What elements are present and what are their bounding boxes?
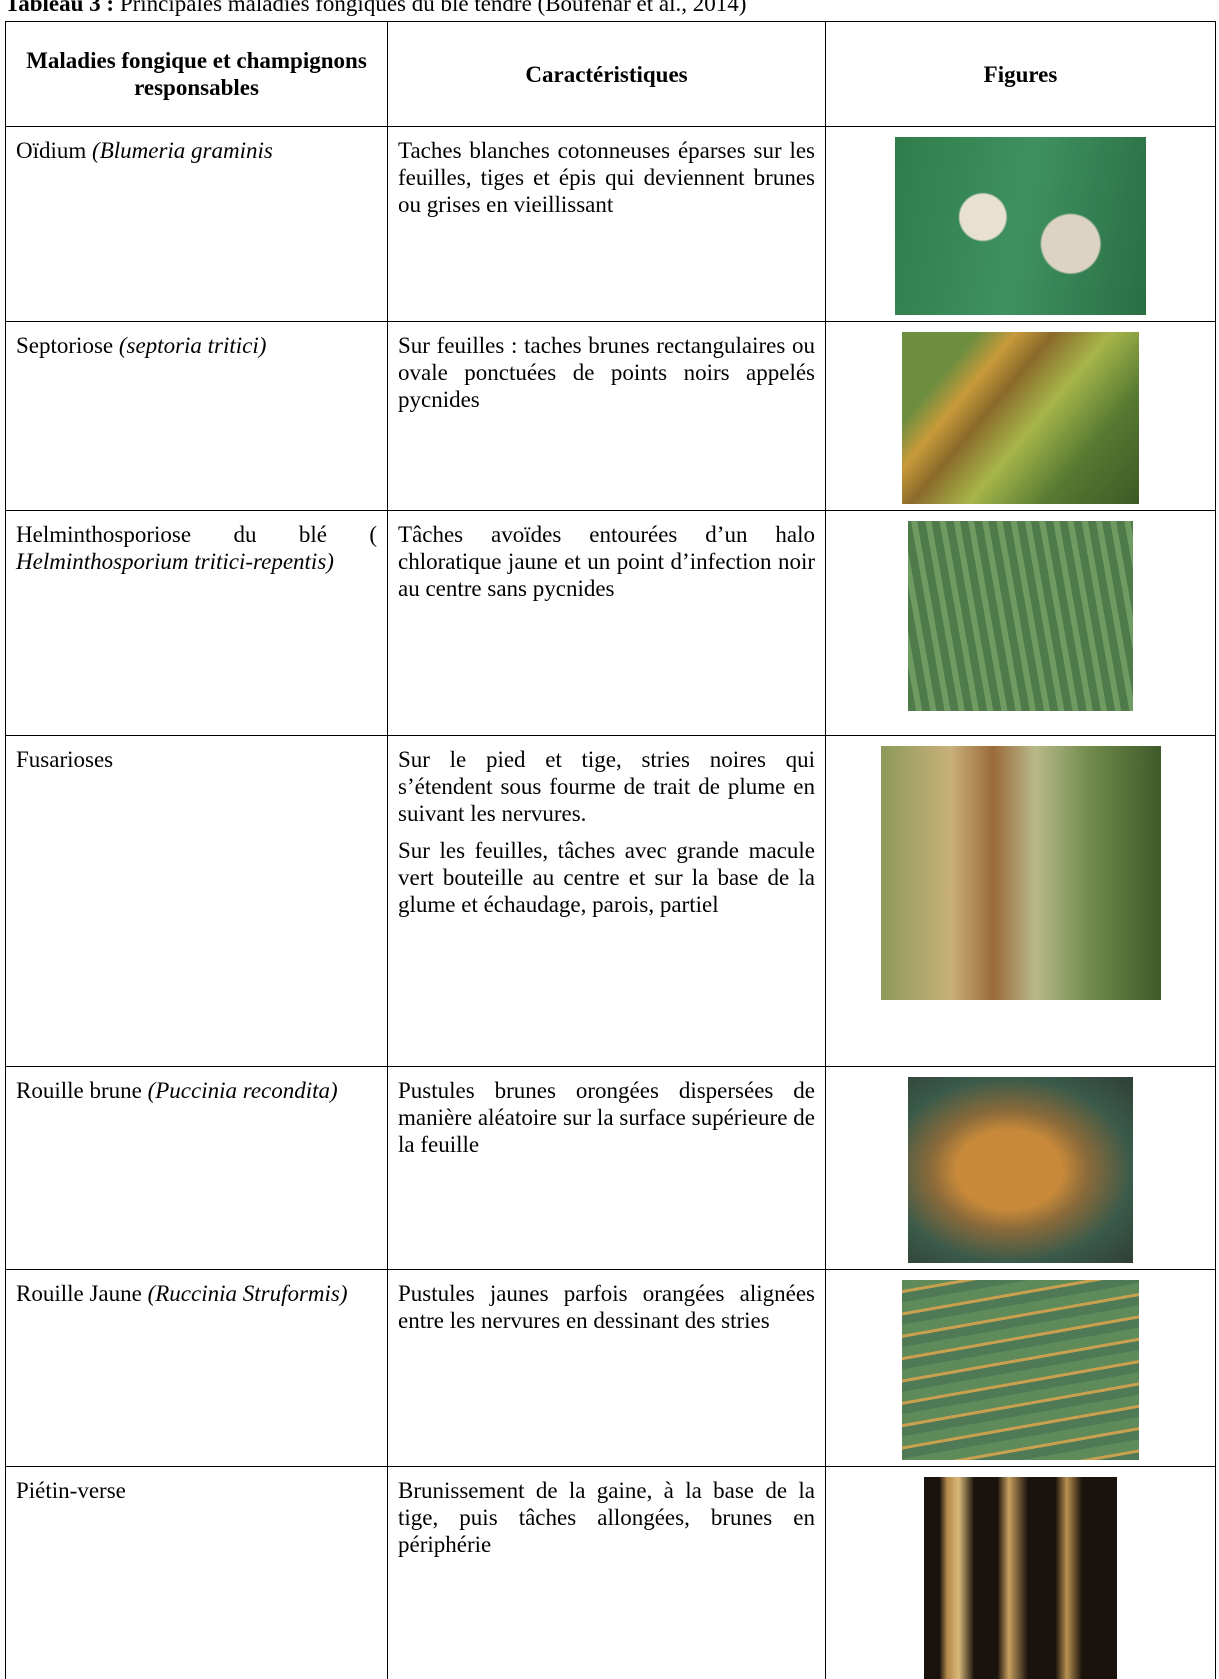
disease-name: Septoriose [16,333,114,358]
table-row: Septoriose (septoria tritici) Sur feuille… [5,321,1216,511]
figure-image [924,1477,1117,1679]
disease-name: Rouille Jaune [16,1281,142,1306]
figure-image [880,746,1161,1000]
trait-text: Sur feuilles : taches brunes rectangulai… [398,333,815,412]
figure-cell [825,735,1216,1067]
table-row: Helminthosporiose du blé ( Helminthospor… [5,510,1216,736]
figure-image [908,1077,1133,1263]
header-row: Maladies fongique et champignons respons… [5,21,1216,127]
pathogen-name: (Ruccinia Struformis) [147,1281,348,1306]
trait-text: Pustules jaunes parfois orangées alignée… [398,1281,815,1333]
disease-cell: Septoriose (septoria tritici) [5,321,388,511]
caption-text: Principales maladies fongiques du blé te… [119,0,747,16]
pathogen-name: Helminthosporium tritici-repentis) [16,549,334,574]
traits-cell: Pustules brunes orongées dispersées de m… [387,1066,826,1270]
figure-cell [825,1066,1216,1270]
trait-text: Sur les feuilles, tâches avec grande mac… [398,838,815,917]
traits-cell: Brunissement de la gaine, à la base de l… [387,1466,826,1679]
disease-table: Maladies fongique et champignons respons… [5,21,1216,1679]
header-cell: Caractéristiques [387,21,826,127]
figure-cell [825,1466,1216,1679]
trait-text: Taches blanches cotonneuses éparses sur … [398,138,815,217]
header-cell: Maladies fongique et champignons respons… [5,21,388,127]
pathogen-name: (Puccinia recondita) [147,1078,338,1103]
traits-cell: Sur feuilles : taches brunes rectangulai… [387,321,826,511]
table-row: Fusarioses Sur le pied et tige, stries no… [5,735,1216,1067]
figure-cell [825,321,1216,511]
pathogen-name: (septoria tritici) [118,333,267,358]
table-row: Oïdium (Blumeria graminis Taches blanches… [5,126,1216,322]
figure-image [902,1280,1139,1460]
trait-text: Tâches avoïdes entourées d’un halo chlor… [398,522,815,601]
disease-name: Helminthosporiose du blé ( [16,522,377,547]
disease-name: Rouille brune [16,1078,142,1103]
trait-text: Brunissement de la gaine, à la base de l… [398,1478,815,1557]
disease-name: Piétin-verse [16,1478,126,1503]
caption-label: Tableau 3 : [5,0,115,16]
figure-image [902,332,1139,504]
traits-cell: Taches blanches cotonneuses éparses sur … [387,126,826,322]
disease-cell: Rouille brune (Puccinia recondita) [5,1066,388,1270]
disease-cell: Helminthosporiose du blé ( Helminthospor… [5,510,388,736]
caption: Tableau 3 : Principales maladies fongiqu… [5,0,746,17]
disease-name: Oïdium [16,138,87,163]
trait-text: Sur le pied et tige, stries noires qui s… [398,747,815,826]
traits-cell: Pustules jaunes parfois orangées alignée… [387,1269,826,1467]
figure-cell [825,126,1216,322]
disease-cell: Piétin-verse [5,1466,388,1679]
figure-image [908,521,1133,711]
disease-name: Fusarioses [16,747,114,772]
disease-cell: Oïdium (Blumeria graminis [5,126,388,322]
table-row: Piétin-verse Brunissement de la gaine, à … [5,1466,1216,1679]
header-cell: Figures [825,21,1216,127]
disease-cell: Rouille Jaune (Ruccinia Struformis) [5,1269,388,1467]
pathogen-name: (Blumeria graminis [92,138,273,163]
traits-cell: Tâches avoïdes entourées d’un halo chlor… [387,510,826,736]
table-row: Rouille Jaune (Ruccinia Struformis) Pustu… [5,1269,1216,1467]
traits-cell: Sur le pied et tige, stries noires qui s… [387,735,826,1067]
figure-cell [825,1269,1216,1467]
figure-image [895,137,1146,315]
table-row: Rouille brune (Puccinia recondita) Pustul… [5,1066,1216,1270]
trait-text: Pustules brunes orongées dispersées de m… [398,1078,815,1157]
disease-cell: Fusarioses [5,735,388,1067]
figure-cell [825,510,1216,736]
